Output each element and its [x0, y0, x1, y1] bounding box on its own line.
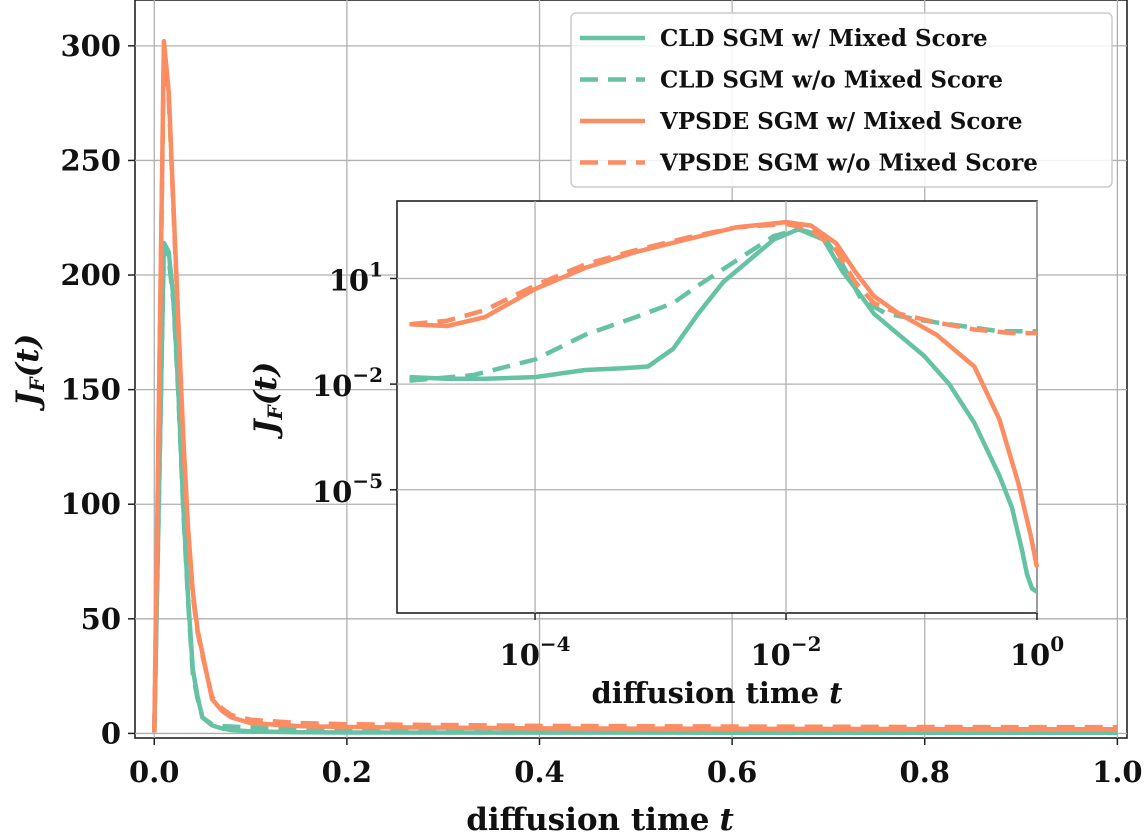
inset-plot-frame — [396, 200, 1038, 614]
inset-y-tick-label: 10−2 — [312, 363, 383, 403]
legend-label-cld-sgm-w-mixed-score: CLD SGM w/ Mixed Score — [660, 25, 988, 52]
main-x-tick-label: 0.4 — [514, 755, 564, 789]
legend-label-cld-sgm-w-o-mixed-score: CLD SGM w/o Mixed Score — [660, 67, 1003, 94]
legend-label-vpsde-sgm-w-o-mixed-score: VPSDE SGM w/o Mixed Score — [659, 150, 1038, 177]
inset-series-line-vpsde-sgm-w-o-mixed-score — [409, 221, 1037, 336]
inset-series-line-vpsde-sgm-w-mixed-score — [409, 219, 1040, 568]
main-x-ticks: 0.0 0.2 0.4 0.6 0.8 1.0 — [129, 738, 1143, 789]
legend-box — [570, 12, 1113, 188]
main-y-tick-label: 100 — [60, 487, 121, 521]
main-y-tick-label: 0 — [101, 716, 121, 750]
inset-x-tick-label: 10−2 — [750, 632, 821, 672]
inset-y-tick-label: 101 — [329, 257, 383, 297]
legend: CLD SGM w/ Mixed Score CLD SGM w/o Mixed … — [570, 12, 1113, 188]
inset-series — [409, 219, 1040, 594]
inset-x-tick-label: 10−4 — [500, 632, 571, 672]
main-y-axis-label: JF(t) — [10, 334, 49, 412]
main-y-tick-label: 300 — [60, 29, 121, 63]
main-series — [152, 39, 1118, 735]
inset-x-ticks: 10−4 10−2 100 — [500, 613, 1064, 672]
main-x-tick-label: 0.0 — [129, 755, 179, 789]
inset-y-axis-label: JF(t) — [248, 362, 287, 440]
main-series-line-vpsde-sgm-w-o-mixed-score — [152, 48, 1118, 733]
inset-y-ticks: 101 10−2 10−5 — [312, 257, 397, 509]
main-x-axis-label: diffusion time t — [466, 802, 734, 838]
main-y-tick-label: 50 — [81, 602, 121, 636]
main-x-tick-label: 1.0 — [1092, 755, 1142, 789]
main-y-tick-label: 200 — [60, 258, 121, 292]
legend-label-vpsde-sgm-w-mixed-score: VPSDE SGM w/ Mixed Score — [659, 108, 1023, 135]
inset-y-tick-label: 10−5 — [312, 469, 383, 509]
inset-grid — [397, 201, 1038, 613]
inset-series-line-cld-sgm-w-mixed-score — [409, 226, 1039, 594]
inset-x-tick-label: 100 — [1010, 632, 1064, 672]
main-x-tick-label: 0.6 — [707, 755, 757, 789]
main-x-tick-label: 0.8 — [900, 755, 950, 789]
main-y-tick-label: 150 — [60, 373, 121, 407]
main-y-tick-label: 250 — [60, 143, 121, 177]
inset-x-axis-label: diffusion time t — [591, 676, 843, 710]
main-y-ticks: 0 50 100 150 200 250 300 — [60, 29, 135, 750]
main-x-tick-label: 0.2 — [322, 755, 372, 789]
